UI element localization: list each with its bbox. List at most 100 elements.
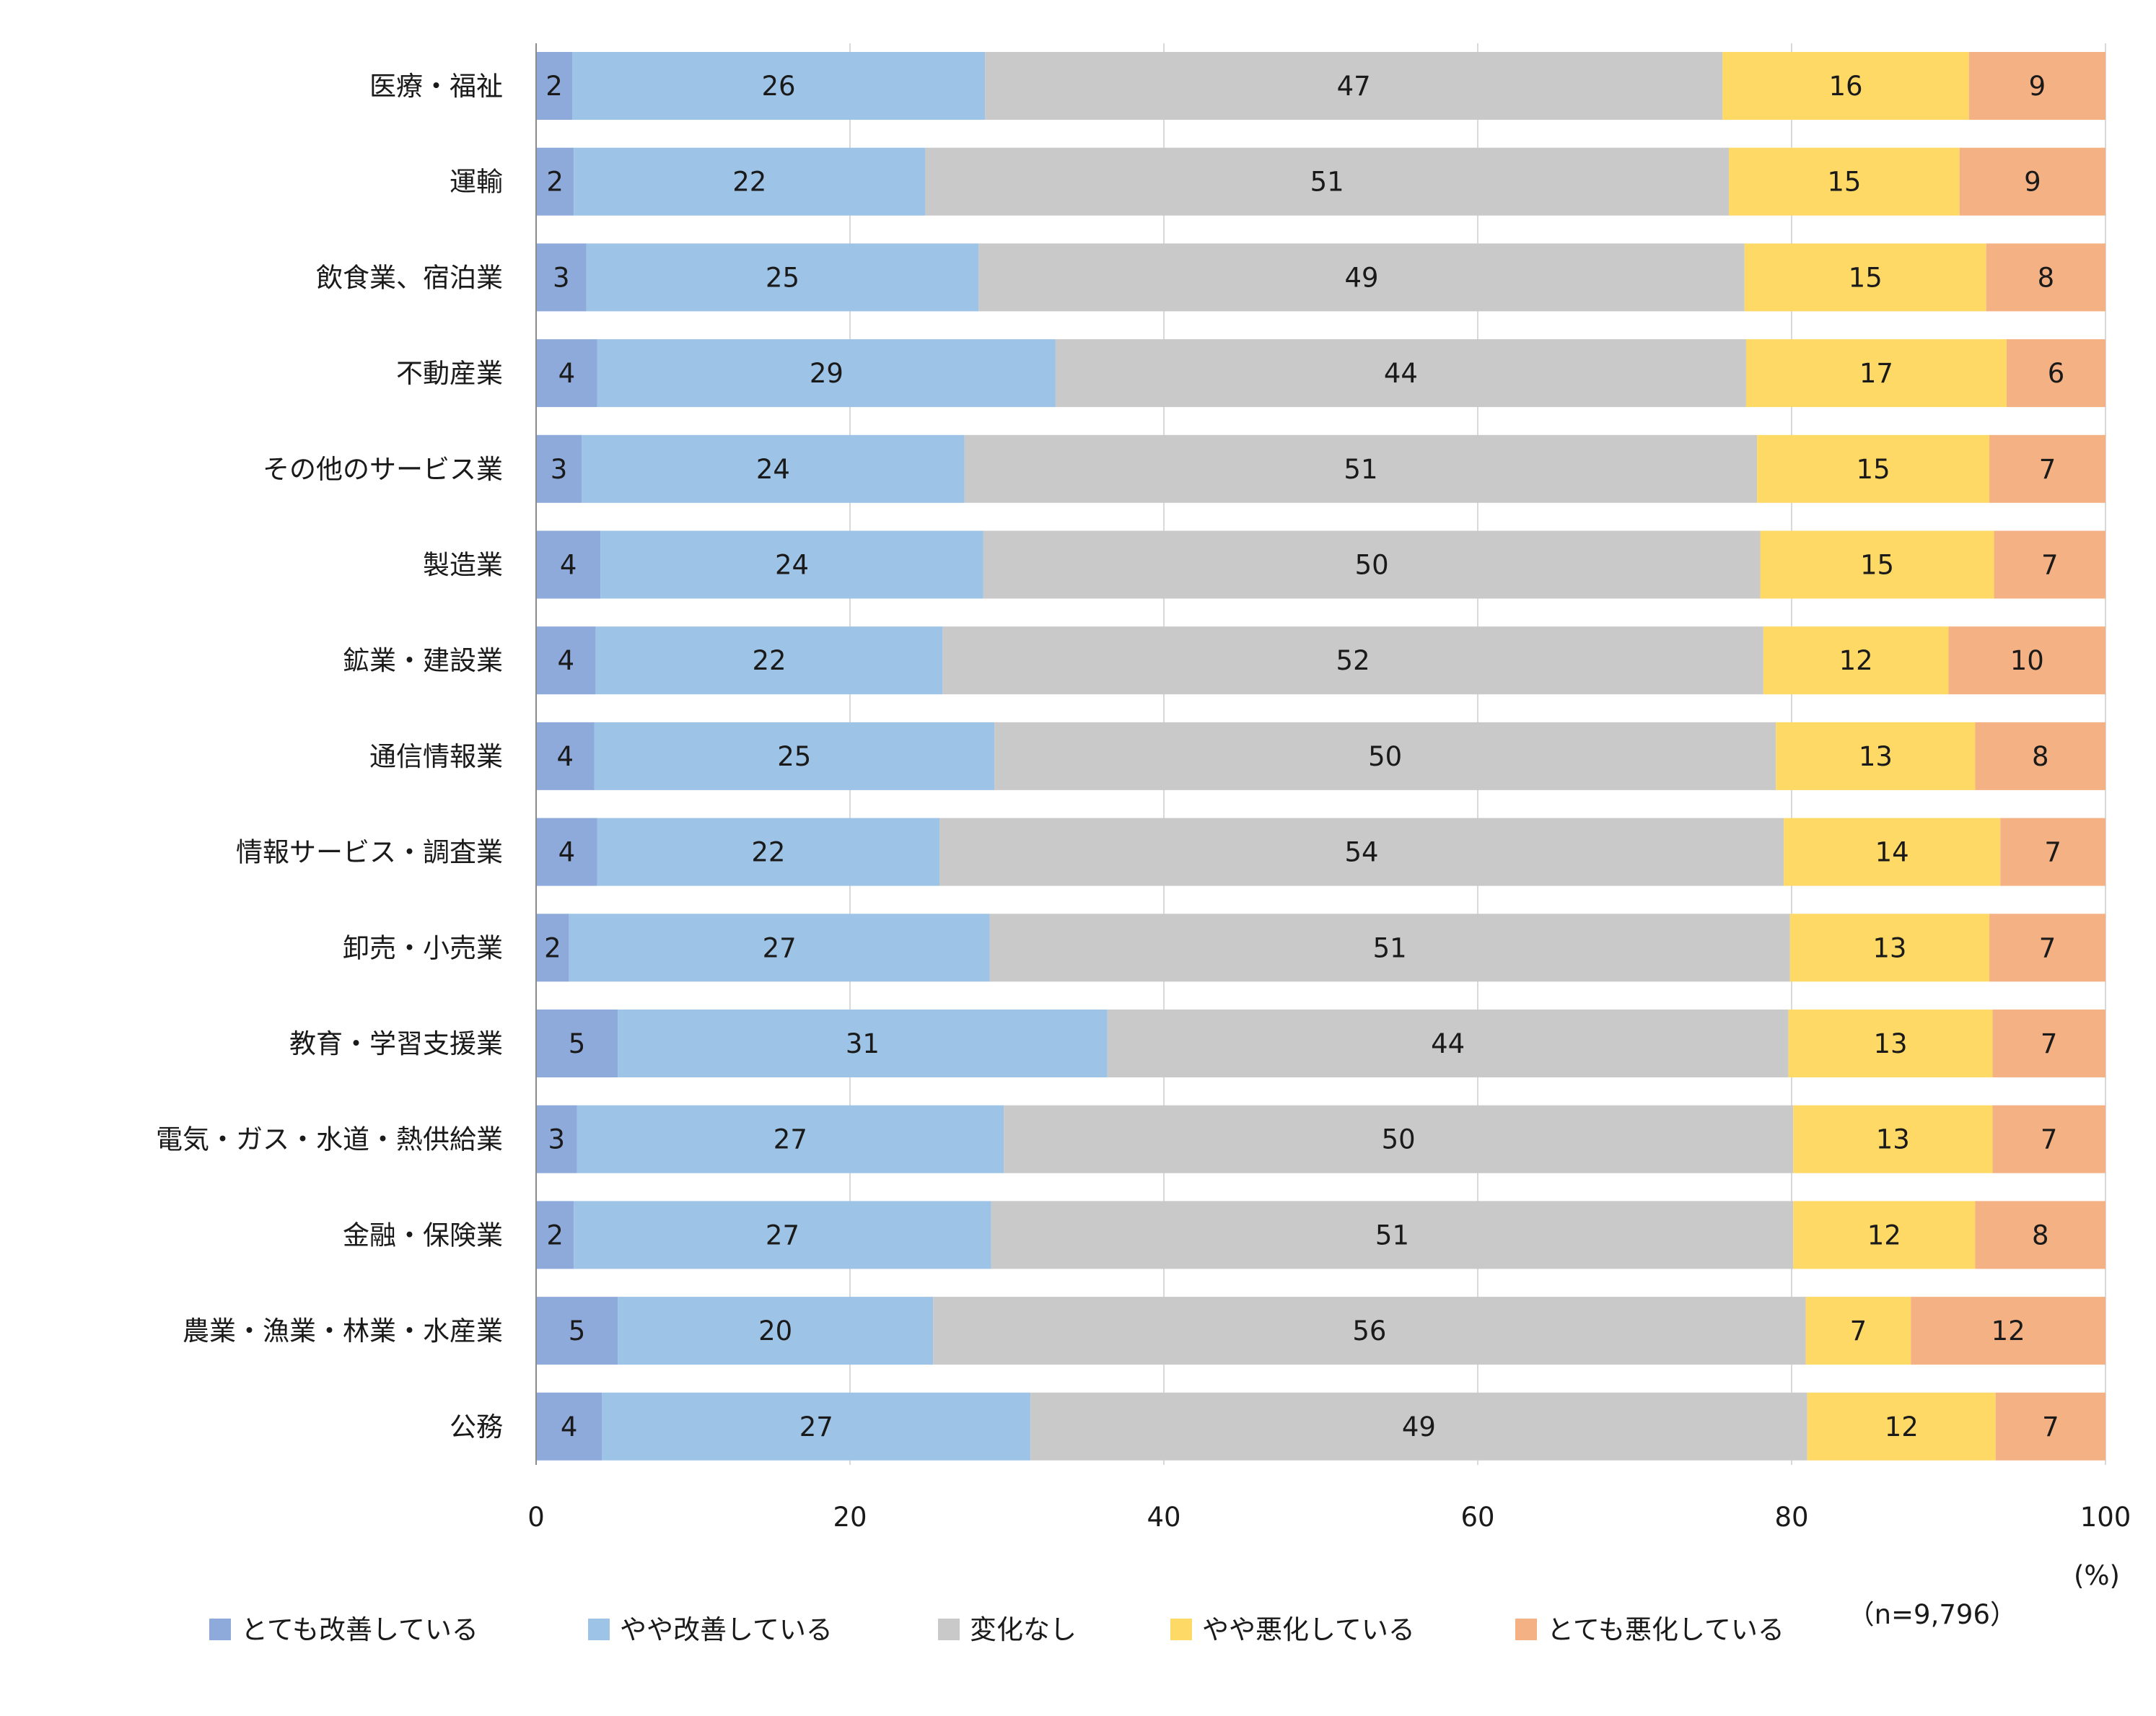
bar-segment bbox=[618, 1297, 934, 1365]
bar-segment bbox=[597, 339, 1056, 408]
bar-segment bbox=[989, 914, 1790, 982]
category-label: その他のサービス業 bbox=[263, 454, 503, 485]
bar-segment bbox=[536, 434, 582, 503]
x-tick-label: 80 bbox=[1774, 1502, 1808, 1533]
bar-segment bbox=[582, 434, 965, 503]
legend-label: 変化なし bbox=[970, 1614, 1077, 1645]
bar-segment bbox=[1994, 530, 2105, 599]
data-label: 50 bbox=[1368, 741, 1402, 772]
data-label: 13 bbox=[1873, 1028, 1907, 1059]
bar-row: 4 25 50 13 8 bbox=[536, 722, 2105, 790]
bar-segment bbox=[1760, 530, 1994, 599]
bar-row: 4 22 52 12 10 bbox=[536, 626, 2105, 695]
bar-segment bbox=[536, 818, 597, 886]
data-label: 31 bbox=[846, 1028, 880, 1059]
bar-segment bbox=[1959, 147, 2105, 216]
category-label: 運輸 bbox=[450, 167, 503, 198]
data-label: 15 bbox=[1827, 167, 1861, 198]
x-tick-label: 40 bbox=[1147, 1502, 1180, 1533]
bar-segment bbox=[925, 147, 1729, 216]
bar-row: 3 27 50 13 7 bbox=[536, 1105, 2105, 1173]
bar-row: 5 31 44 13 7 bbox=[536, 1010, 2105, 1077]
data-label: 51 bbox=[1375, 1220, 1409, 1251]
category-label: 農業・漁業・林業・水産業 bbox=[183, 1316, 503, 1347]
data-label: 17 bbox=[1859, 358, 1893, 389]
data-label: 24 bbox=[756, 454, 790, 485]
bar-segment bbox=[536, 722, 595, 790]
bar-segment bbox=[1776, 722, 1976, 790]
bar-segment bbox=[933, 1297, 1806, 1365]
data-label: 51 bbox=[1373, 932, 1407, 963]
data-label: 8 bbox=[2032, 1220, 2049, 1251]
data-label: 22 bbox=[751, 837, 785, 868]
data-label: 25 bbox=[766, 262, 799, 293]
bar-row: 4 27 49 12 7 bbox=[536, 1392, 2105, 1461]
legend-swatch bbox=[1515, 1619, 1537, 1640]
data-label: 25 bbox=[777, 741, 811, 772]
bar-segment bbox=[536, 1105, 577, 1173]
bar-segment bbox=[1055, 339, 1746, 408]
data-label: 2 bbox=[546, 1220, 564, 1251]
bar-segment bbox=[536, 1010, 618, 1077]
data-label: 5 bbox=[569, 1316, 586, 1347]
bar-segment bbox=[536, 52, 573, 120]
bars: 2 26 47 16 92 22 51 15 93 25 49 15 84 29 44 17 63 24 51 15 7… bbox=[536, 52, 2105, 1461]
data-label: 7 bbox=[2039, 454, 2056, 485]
legend-item: 変化なし bbox=[938, 1614, 1077, 1645]
legend-swatch bbox=[938, 1619, 960, 1640]
bar-segment bbox=[1004, 1105, 1794, 1173]
data-label: 5 bbox=[569, 1028, 586, 1059]
legend-label: とても改善している bbox=[241, 1614, 478, 1645]
bar-segment bbox=[983, 530, 1761, 599]
bar-segment bbox=[994, 722, 1776, 790]
bar-segment bbox=[1793, 1201, 1976, 1269]
bar-segment bbox=[574, 147, 926, 216]
data-label: 2 bbox=[545, 71, 563, 102]
data-label: 27 bbox=[763, 932, 797, 963]
bar-segment bbox=[1789, 914, 1990, 982]
data-label: 8 bbox=[2038, 262, 2055, 293]
legend: とても改善している やや改善している 変化なし やや悪化している とても悪化している bbox=[209, 1614, 1784, 1645]
bar-segment bbox=[1989, 434, 2105, 503]
legend-item: やや改善している bbox=[588, 1614, 833, 1645]
bar-segment bbox=[942, 626, 1763, 695]
bar-segment bbox=[536, 1297, 618, 1365]
data-label: 7 bbox=[2041, 1124, 2058, 1155]
data-label: 8 bbox=[2032, 741, 2049, 772]
bar-segment bbox=[978, 243, 1745, 312]
data-label: 14 bbox=[1875, 837, 1909, 868]
data-label: 12 bbox=[1885, 1411, 1919, 1443]
bar-segment bbox=[1986, 243, 2105, 312]
bar-segment bbox=[1992, 1010, 2105, 1077]
legend-label: やや改善している bbox=[620, 1614, 833, 1645]
category-label: 通信情報業 bbox=[369, 741, 503, 772]
bar-segment bbox=[536, 147, 574, 216]
data-label: 4 bbox=[556, 741, 574, 772]
bar-segment bbox=[1729, 147, 1960, 216]
bar-segment bbox=[536, 339, 597, 408]
bar-segment bbox=[1968, 52, 2105, 120]
category-label: 製造業 bbox=[423, 550, 503, 581]
bar-segment bbox=[1793, 1105, 1993, 1173]
x-tick-label: 60 bbox=[1460, 1502, 1494, 1533]
data-label: 2 bbox=[544, 932, 561, 963]
bar-segment bbox=[1784, 818, 2001, 886]
bar-segment bbox=[618, 1010, 1108, 1077]
data-label: 15 bbox=[1860, 550, 1894, 581]
data-label: 22 bbox=[752, 645, 786, 676]
data-label: 7 bbox=[2039, 932, 2056, 963]
x-axis: 0 20 40 60 80 100 bbox=[527, 43, 2131, 1533]
data-label: 24 bbox=[775, 550, 809, 581]
data-label: 4 bbox=[558, 837, 576, 868]
data-label: 52 bbox=[1336, 645, 1370, 676]
bar-segment bbox=[1722, 52, 1969, 120]
legend-item: やや悪化している bbox=[1170, 1614, 1415, 1645]
x-tick-label: 100 bbox=[2080, 1502, 2131, 1533]
data-label: 13 bbox=[1859, 741, 1893, 772]
data-label: 50 bbox=[1355, 550, 1389, 581]
bar-segment bbox=[1757, 434, 1990, 503]
bar-segment bbox=[964, 434, 1758, 503]
bar-segment bbox=[586, 243, 979, 312]
data-label: 15 bbox=[1849, 262, 1883, 293]
data-label: 16 bbox=[1828, 71, 1862, 102]
